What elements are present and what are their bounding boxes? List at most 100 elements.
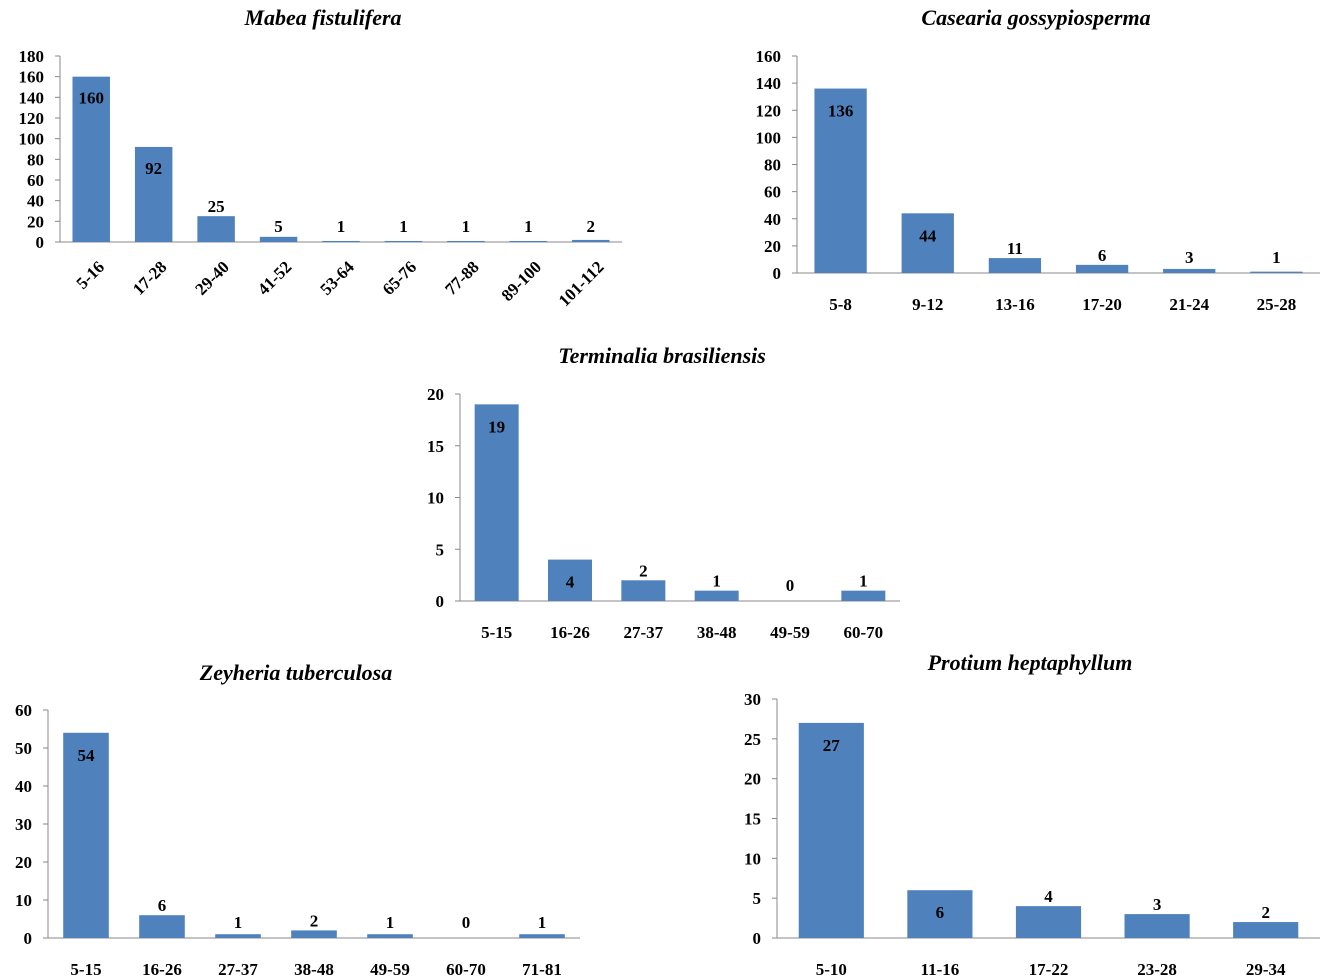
x-tick-label: 17-22 [1029,960,1069,979]
bar [1250,271,1303,273]
data-label: 11 [1007,239,1023,258]
y-tick-label: 5 [753,889,762,908]
data-label: 3 [1185,248,1194,267]
x-tick-label: 49-59 [370,960,410,979]
data-label: 1 [399,217,408,236]
y-tick-label: 60 [15,701,32,720]
y-tick-label: 120 [19,109,45,128]
data-label: 2 [1261,903,1270,922]
bar [447,240,485,242]
data-label: 25 [208,197,225,216]
data-label: 0 [462,913,471,932]
data-label: 6 [158,896,167,915]
data-label: 0 [786,576,795,595]
bar [509,240,548,242]
x-tick-label: 11-16 [921,960,960,979]
y-tick-label: 25 [744,730,761,749]
bar [798,722,864,938]
data-label: 1 [234,913,243,932]
bar [197,216,235,242]
y-tick-label: 80 [764,156,781,175]
bar [367,934,413,938]
data-label: 1 [462,217,471,236]
chart-title: Casearia gossypiosperma [921,5,1150,30]
x-tick-label: 5-15 [70,960,101,979]
x-tick-label: 23-28 [1137,960,1177,979]
data-label: 2 [310,911,319,930]
y-tick-label: 20 [744,770,761,789]
data-label: 2 [587,217,596,236]
y-tick-label: 120 [756,101,782,120]
bar [548,559,592,601]
chart-panel: Mabea fistulifera02040608010012014016018… [19,5,622,310]
data-label: 5 [274,217,283,236]
bar [291,930,337,938]
bar [901,213,954,273]
chart-panel: Terminalia brasiliensis05101520195-15416… [427,343,900,642]
data-label: 27 [823,736,841,755]
bar [1163,268,1216,273]
chart-title: Protium heptaphyllum [927,650,1133,675]
x-tick-label: 16-26 [142,960,182,979]
data-label: 1 [859,572,868,591]
y-tick-label: 0 [436,592,445,611]
data-label: 19 [488,417,505,436]
y-tick-label: 140 [756,74,782,93]
data-label: 6 [1098,246,1107,265]
bar [63,732,109,938]
x-tick-label: 17-28 [129,257,170,298]
chart-title: Zeyheria tuberculosa [199,660,393,685]
x-tick-label: 41-52 [254,257,295,298]
data-label: 1 [524,217,533,236]
data-label: 136 [828,102,854,121]
x-tick-label: 5-8 [829,295,852,314]
y-tick-label: 50 [15,739,32,758]
y-tick-label: 60 [27,171,44,190]
chart-panel: Zeyheria tuberculosa0102030405060545-156… [15,660,580,979]
bar [384,240,423,242]
y-tick-label: 10 [15,891,32,910]
x-tick-label: 5-16 [73,257,108,292]
chart-title: Mabea fistulifera [243,5,401,30]
chart-panel: Protium heptaphyllum 0 5 10 15 20 25 30 27 5-10 6 1… [744,650,1320,979]
x-tick-label: 17-20 [1082,295,1122,314]
data-label: 160 [78,89,104,108]
data-label: 2 [639,561,648,580]
x-tick-label: 29-34 [1246,960,1286,979]
x-tick-label: 27-37 [623,623,663,642]
data-label: 44 [919,226,937,245]
bar [841,590,886,601]
bar [814,88,867,273]
data-label: 1 [538,913,547,932]
y-tick-label: 15 [744,810,761,829]
y-tick-label: 60 [764,183,781,202]
y-tick-label: 20 [427,385,444,404]
data-label: 4 [566,573,575,592]
data-label: 4 [1044,887,1053,906]
y-tick-label: 0 [773,264,782,283]
chart-panel: Casearia gossypiosperma02040608010012014… [756,5,1320,314]
chart-title: Terminalia brasiliensis [558,343,766,368]
y-tick-label: 140 [19,88,45,107]
bar [907,890,973,938]
bar [1015,906,1082,938]
y-tick-label: 20 [27,212,44,231]
bar [1075,264,1129,273]
y-tick-label: 40 [15,777,32,796]
y-tick-label: 160 [19,68,45,87]
x-tick-label: 53-64 [316,257,358,299]
bar [1124,914,1190,938]
x-tick-label: 13-16 [995,295,1035,314]
x-tick-label: 49-59 [770,623,810,642]
bar [988,258,1042,273]
y-tick-label: 80 [27,150,44,169]
y-tick-label: 180 [19,47,45,66]
bar [215,934,261,938]
bar [474,404,519,601]
x-tick-label: 60-70 [843,623,883,642]
x-tick-label: 101-112 [555,257,608,310]
bar [572,239,610,242]
data-label: 92 [145,159,162,178]
y-tick-label: 10 [744,849,761,868]
